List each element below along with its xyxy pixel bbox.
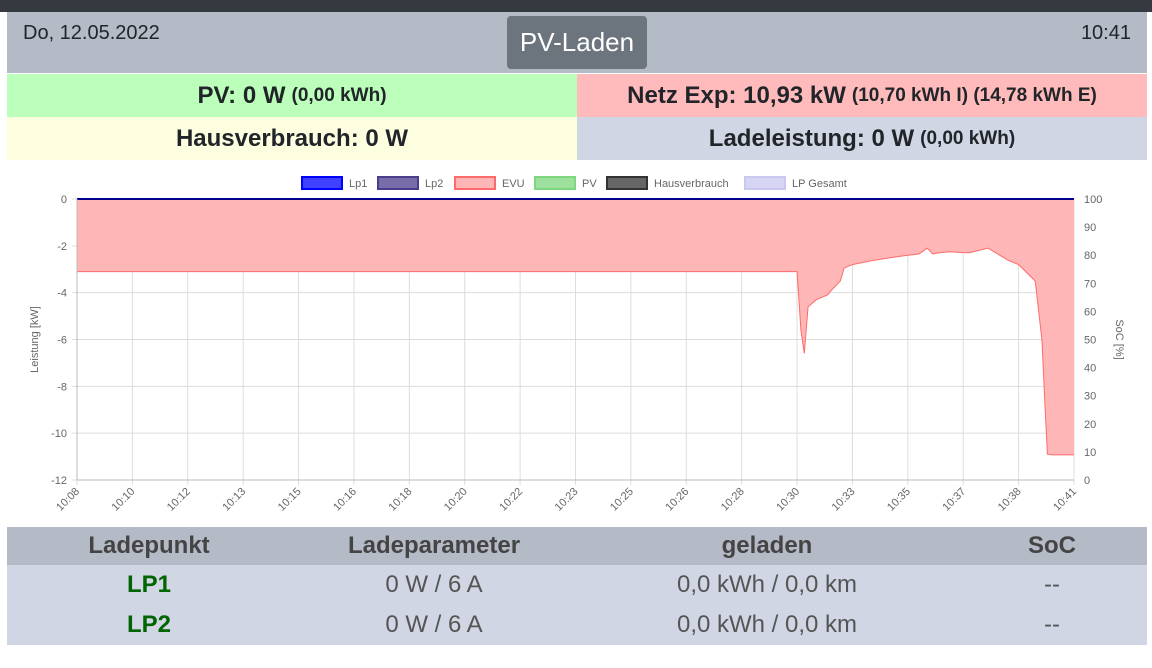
legend-swatch-pv (534, 176, 576, 190)
house-power: Hausverbrauch: 0 W (175, 124, 409, 152)
x-tick-label: 10:20 (442, 486, 470, 514)
lp2-label[interactable]: LP2 (126, 611, 171, 638)
header: Do, 12.05.2022 PV-Laden 10:41 (7, 12, 1147, 73)
charging-energy: (0,00 kWh) (920, 127, 1016, 149)
column-header-soc: SoC (1028, 532, 1076, 559)
y-tick-label: -12 (51, 475, 67, 487)
y-axis-title: Leistung [kW] (29, 306, 41, 373)
column-header-ladepunkt: Ladepunkt (88, 532, 210, 559)
charging-power-status: Ladeleistung: 0 W (0,00 kWh) (577, 117, 1147, 160)
legend-label-lp-gesamt: LP Gesamt (792, 178, 847, 190)
y2-tick-label: 30 (1084, 391, 1096, 403)
lp1-soc: -- (1044, 571, 1060, 598)
grid-energy: (10,70 kWh I) (14,78 kWh E) (851, 84, 1097, 106)
y2-tick-label: 80 (1084, 250, 1096, 262)
y-tick-label: -8 (57, 381, 67, 393)
legend-label-evu: EVU (502, 178, 525, 190)
series-area-evu (77, 199, 1074, 455)
pv-energy: (0,00 kWh) (291, 84, 387, 106)
pv-status: PV: 0 W (0,00 kWh) (7, 74, 577, 117)
legend-label-pv: PV (582, 178, 597, 190)
x-tick-label: 10:38 (996, 486, 1024, 514)
x-tick-label: 10:12 (165, 486, 193, 514)
time-display: 10:41 (1080, 22, 1131, 44)
y2-tick-label: 10 (1084, 447, 1096, 459)
lp2-charged: 0,0 kWh / 0,0 km (676, 611, 858, 638)
y2-axis-title: SoC [%] (1113, 319, 1125, 359)
pv-power: PV: 0 W (197, 81, 286, 109)
x-tick-label: 10:18 (387, 486, 415, 514)
y2-tick-label: 70 (1084, 278, 1096, 290)
legend-swatch-lp1 (301, 176, 343, 190)
x-tick-label: 10:15 (276, 486, 304, 514)
y2-tick-label: 90 (1084, 222, 1096, 234)
x-tick-label: 10:28 (719, 486, 747, 514)
x-tick-label: 10:25 (608, 486, 636, 514)
house-consumption-status: Hausverbrauch: 0 W (7, 117, 577, 160)
grid-status: Netz Exp: 10,93 kW (10,70 kWh I) (14,78 … (577, 74, 1147, 117)
x-tick-label: 10:16 (331, 486, 359, 514)
y-tick-label: -6 (57, 335, 67, 347)
column-header-geladen: geladen (721, 532, 813, 559)
legend-swatch-hausverbrauch (606, 176, 648, 190)
x-tick-label: 10:10 (110, 486, 138, 514)
lp2-soc: -- (1044, 611, 1060, 638)
charge-points-table: Ladepunkt Ladeparameter geladen SoC LP1 … (7, 527, 1147, 645)
table-header: Ladepunkt Ladeparameter geladen SoC (7, 527, 1147, 565)
top-bar (0, 0, 1152, 12)
x-tick-label: 10:33 (830, 486, 858, 514)
column-header-ladeparameter: Ladeparameter (347, 532, 521, 559)
y2-tick-label: 40 (1084, 363, 1096, 375)
y2-tick-label: 0 (1084, 475, 1090, 487)
table-row[interactable]: LP2 0 W / 6 A 0,0 kWh / 0,0 km -- (7, 605, 1147, 645)
y2-tick-label: 50 (1084, 335, 1096, 347)
y-tick-label: -10 (51, 428, 67, 440)
lp2-parameter: 0 W / 6 A (385, 611, 483, 638)
x-tick-label: 10:22 (497, 486, 525, 514)
x-tick-label: 10:35 (885, 486, 913, 514)
series-line-evu (77, 247, 1074, 456)
grid-power: Netz Exp: 10,93 kW (627, 81, 846, 109)
y-tick-label: 0 (61, 194, 67, 206)
x-tick-label: 10:41 (1051, 486, 1079, 514)
legend-label-hausverbrauch: Hausverbrauch (654, 178, 729, 190)
y2-tick-label: 100 (1084, 194, 1102, 206)
x-tick-label: 10:30 (774, 486, 802, 514)
date-display: Do, 12.05.2022 (23, 22, 160, 44)
legend-swatch-lp2 (377, 176, 419, 190)
y-tick-label: -2 (57, 241, 67, 253)
x-tick-label: 10:23 (553, 486, 581, 514)
x-tick-label: 10:26 (663, 486, 691, 514)
power-chart: 0-2-4-6-8-10-12100908070605040302010010:… (29, 176, 1125, 514)
x-tick-label: 10:08 (54, 486, 82, 514)
legend-label-lp1: Lp1 (349, 178, 367, 190)
lp1-label[interactable]: LP1 (126, 571, 171, 598)
lp1-charged: 0,0 kWh / 0,0 km (676, 571, 858, 598)
legend-swatch-evu (454, 176, 496, 190)
x-tick-label: 10:13 (220, 486, 248, 514)
charging-power: Ladeleistung: 0 W (708, 124, 915, 152)
y2-tick-label: 60 (1084, 306, 1096, 318)
legend-swatch-lp-gesamt (744, 176, 786, 190)
y-tick-label: -4 (57, 288, 67, 300)
x-tick-label: 10:37 (940, 486, 968, 514)
legend-label-lp2: Lp2 (425, 178, 443, 190)
lp1-parameter: 0 W / 6 A (385, 571, 483, 598)
y2-tick-label: 20 (1084, 419, 1096, 431)
table-row[interactable]: LP1 0 W / 6 A 0,0 kWh / 0,0 km -- (7, 565, 1147, 605)
charge-mode-button[interactable]: PV-Laden (507, 16, 647, 69)
